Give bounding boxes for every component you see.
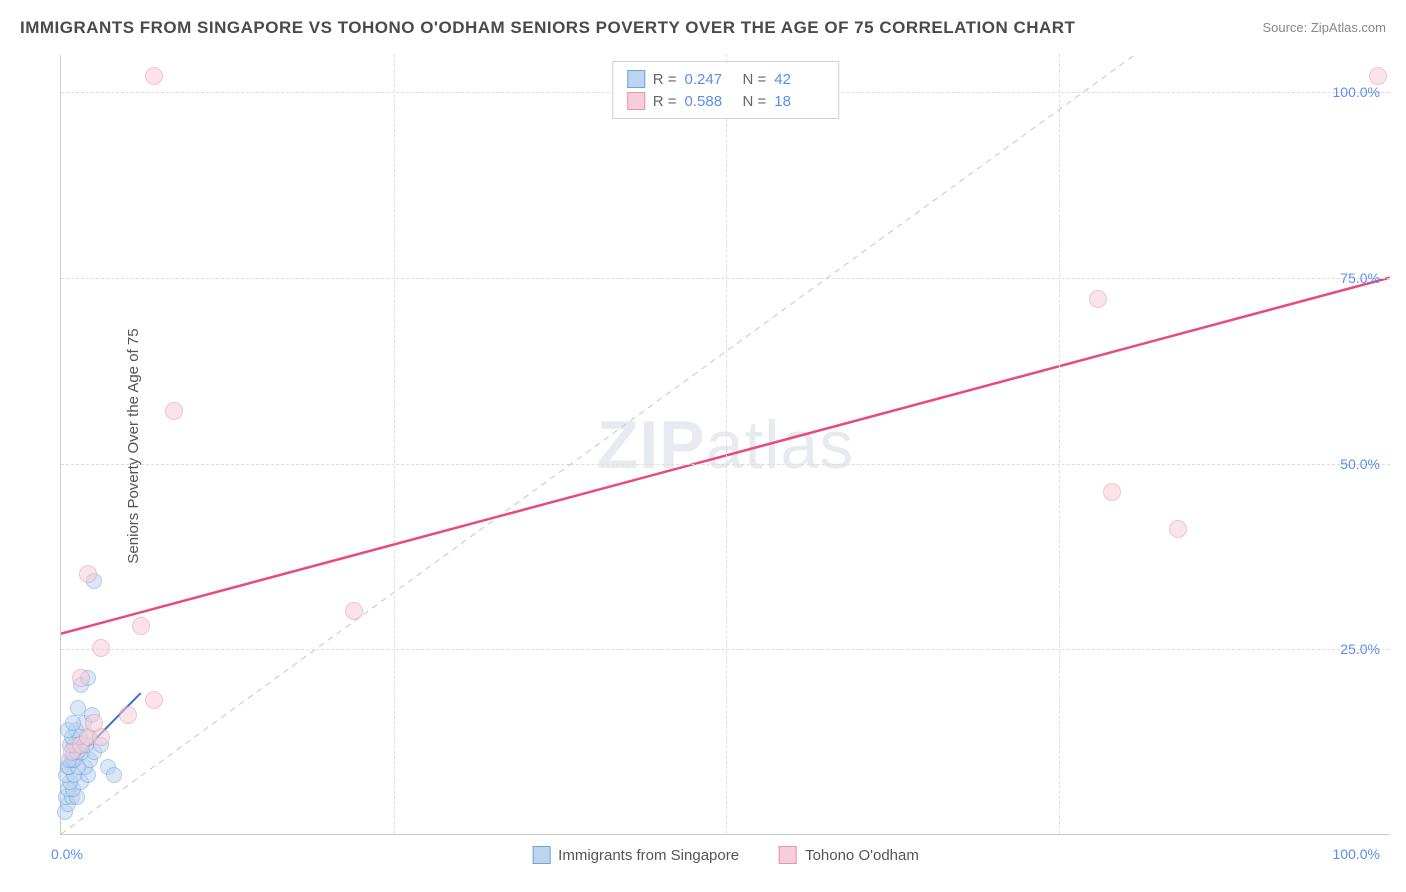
data-point	[72, 669, 90, 687]
legend-swatch	[627, 70, 645, 88]
legend-swatch	[779, 846, 797, 864]
bottom-legend-label: Tohono O'odham	[805, 847, 919, 864]
watermark-rest: atlas	[706, 407, 855, 483]
vertical-gridline	[1059, 54, 1060, 834]
bottom-legend: Immigrants from Singapore Tohono O'odham	[532, 846, 919, 864]
bottom-legend-item: Immigrants from Singapore	[532, 846, 739, 864]
data-point	[145, 67, 163, 85]
y-axis-tick-label: 100.0%	[1333, 84, 1380, 100]
data-point	[70, 700, 86, 716]
legend-n-value: 18	[774, 93, 824, 110]
watermark-bold: ZIP	[597, 407, 706, 483]
data-point	[165, 402, 183, 420]
legend-stats-row: R = 0.588 N = 18	[627, 90, 825, 112]
x-axis-tick-label-max: 100.0%	[1333, 846, 1380, 862]
data-point	[145, 691, 163, 709]
data-point	[106, 767, 122, 783]
data-point	[65, 715, 81, 731]
data-point	[1103, 483, 1121, 501]
legend-r-value: 0.588	[685, 93, 735, 110]
legend-stats-row: R = 0.247 N = 42	[627, 68, 825, 90]
legend-r-value: 0.247	[685, 71, 735, 88]
legend-n-label: N =	[743, 71, 767, 88]
data-point	[79, 565, 97, 583]
bottom-legend-item: Tohono O'odham	[779, 846, 919, 864]
chart-title: IMMIGRANTS FROM SINGAPORE VS TOHONO O'OD…	[20, 18, 1075, 38]
bottom-legend-label: Immigrants from Singapore	[558, 847, 739, 864]
legend-swatch	[532, 846, 550, 864]
source-prefix: Source:	[1262, 20, 1310, 35]
x-axis-tick-label-min: 0.0%	[51, 846, 83, 862]
data-point	[92, 639, 110, 657]
y-axis-tick-label: 25.0%	[1340, 641, 1380, 657]
legend-r-label: R =	[653, 71, 677, 88]
source-attribution: Source: ZipAtlas.com	[1262, 20, 1386, 35]
legend-swatch	[627, 92, 645, 110]
data-point	[1169, 520, 1187, 538]
vertical-gridline	[394, 54, 395, 834]
chart-plot-area: ZIPatlas 25.0%50.0%75.0%100.0% 0.0% 100.…	[60, 55, 1390, 835]
legend-n-label: N =	[743, 93, 767, 110]
legend-stats-box: R = 0.247 N = 42 R = 0.588 N = 18	[612, 61, 840, 119]
legend-r-label: R =	[653, 93, 677, 110]
data-point	[345, 602, 363, 620]
source-name: ZipAtlas.com	[1311, 20, 1386, 35]
legend-n-value: 42	[774, 71, 824, 88]
y-axis-tick-label: 75.0%	[1340, 270, 1380, 286]
data-point	[119, 706, 137, 724]
y-axis-tick-label: 50.0%	[1340, 456, 1380, 472]
data-point	[1089, 290, 1107, 308]
data-point	[1369, 67, 1387, 85]
vertical-gridline	[726, 54, 727, 834]
data-point	[85, 714, 103, 732]
data-point	[132, 617, 150, 635]
